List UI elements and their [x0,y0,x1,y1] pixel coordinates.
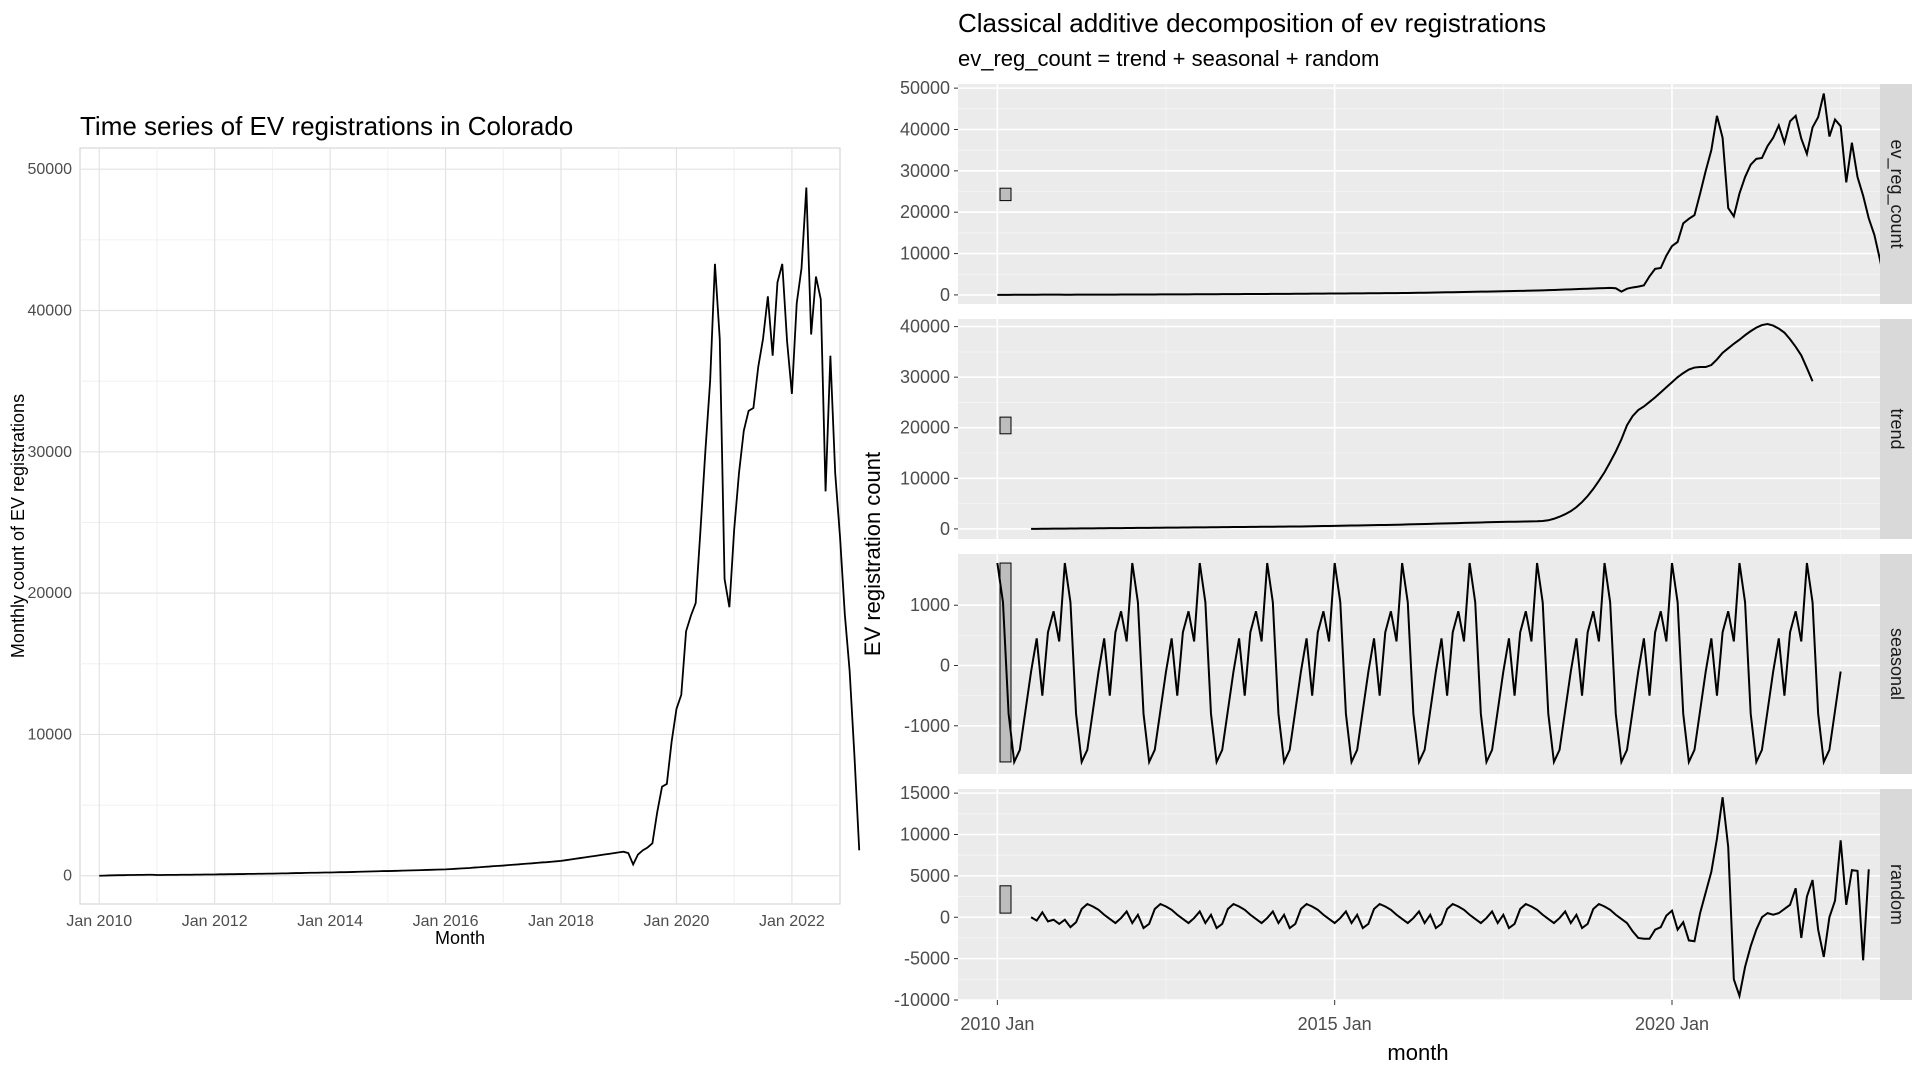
panel-seasonal: -1000 0 1000 seasonal [904,554,1912,774]
left-chart: Time series of EV registrations in Color… [8,111,861,948]
panel-y-tick-label: -5000 [904,949,950,969]
right-panels: 01000020000300004000050000ev_reg_count01… [894,78,1912,1010]
panel-scale-bar [999,885,1012,914]
left-x-axis-label: Month [435,928,485,948]
left-series-line [99,187,861,877]
panel-y-tick-label: 0 [940,907,950,927]
right-x-tick-label: 2010 Jan [960,1014,1034,1034]
left-y-tick-label: 30000 [28,444,73,461]
panel-background [958,789,1880,1000]
left-chart-title: Time series of EV registrations in Color… [80,111,573,141]
panel-background [958,84,1880,304]
left-y-tick-label: 0 [63,868,72,885]
left-y-tick-label: 10000 [28,726,73,743]
panel-y-tick-label: -1000 [904,716,950,736]
left-y-tick-label: 40000 [28,303,73,320]
right-chart-title: Classical additive decomposition of ev r… [958,8,1546,38]
left-x-tick-label: Jan 2010 [66,913,132,930]
panel-scale-bar [999,187,1012,202]
panel-strip [1880,554,1912,774]
panel-y-tick-label: 15000 [900,783,950,803]
panel-y-tick-label: 50000 [900,78,950,98]
right-x-axis-label: month [1387,1040,1448,1065]
left-plot-panel [79,147,841,905]
left-x-ticks: Jan 2010 Jan 2012 Jan 2014 Jan 2016 Jan … [66,913,825,930]
panel-series-line [1031,323,1814,530]
panel-y-tick-label: 30000 [900,161,950,181]
panel-strip [1880,84,1912,304]
panel-y-tick-label: 10000 [900,244,950,264]
panel-series-line [996,562,1842,766]
panel-y-tick-label: 30000 [900,367,950,387]
panel-random: -10000 -5000 0 5000 10000 15000 random [894,783,1912,1010]
panel-strip-label: ev_reg_count [1886,139,1907,248]
left-y-ticks: 0 10000 20000 30000 40000 50000 [28,161,73,885]
panel-strip-label: random [1887,864,1907,925]
panel-y-tick-label: 5000 [910,866,950,886]
right-x-tick-label: 2020 Jan [1635,1014,1709,1034]
panel-y-tick-label: 0 [940,285,950,305]
right-x-ticks: 2010 Jan 2015 Jan 2020 Jan [960,1000,1709,1034]
panel-strip [1880,319,1912,539]
left-x-tick-label: Jan 2020 [644,913,710,930]
panel-y-tick-label: 20000 [900,202,950,222]
panel-y-tick-label: 0 [940,519,950,539]
right-chart-subtitle: ev_reg_count = trend + seasonal + random [958,46,1379,71]
panel-background [958,554,1880,774]
panel-y-tick-label: 10000 [900,468,950,488]
right-y-axis-label: EV registration count [860,452,885,656]
left-grid [80,148,840,904]
panel-y-tick-label: 40000 [900,317,950,337]
left-x-tick-label: Jan 2016 [413,913,479,930]
panel-strip [1880,789,1912,1000]
panel-series-line [997,93,1887,296]
right-chart: Classical additive decomposition of ev r… [860,8,1912,1065]
left-x-tick-label: Jan 2022 [759,913,825,930]
left-x-tick-label: Jan 2012 [182,913,248,930]
right-x-tick-label: 2015 Jan [1298,1014,1372,1034]
panel-trend: 0 10000 20000 30000 40000 trend [900,317,1912,539]
panel-strip-label: trend [1887,408,1907,449]
panel-y-tick-label: 0 [940,656,950,676]
panel-y-tick-label: 40000 [900,119,950,139]
panel-strip-label: seasonal [1887,628,1907,700]
panel-series-line [1030,797,1870,1000]
left-y-tick-label: 50000 [28,161,73,178]
left-y-axis-label: Monthly count of EV registrations [8,394,28,658]
left-y-tick-label: 20000 [28,585,73,602]
panel-y-tick-label: -10000 [894,990,950,1010]
left-x-tick-label: Jan 2018 [528,913,594,930]
panel-scale-bar [999,416,1012,435]
panel-y-tick-label: 10000 [900,825,950,845]
panel-y-tick-label: 20000 [900,418,950,438]
panel-background [958,319,1880,539]
panel-ev_reg_count: 0 10000 20000 30000 40000 50000 ev_reg_count [900,78,1912,305]
left-x-tick-label: Jan 2014 [297,913,363,930]
panel-y-tick-label: 1000 [910,595,950,615]
